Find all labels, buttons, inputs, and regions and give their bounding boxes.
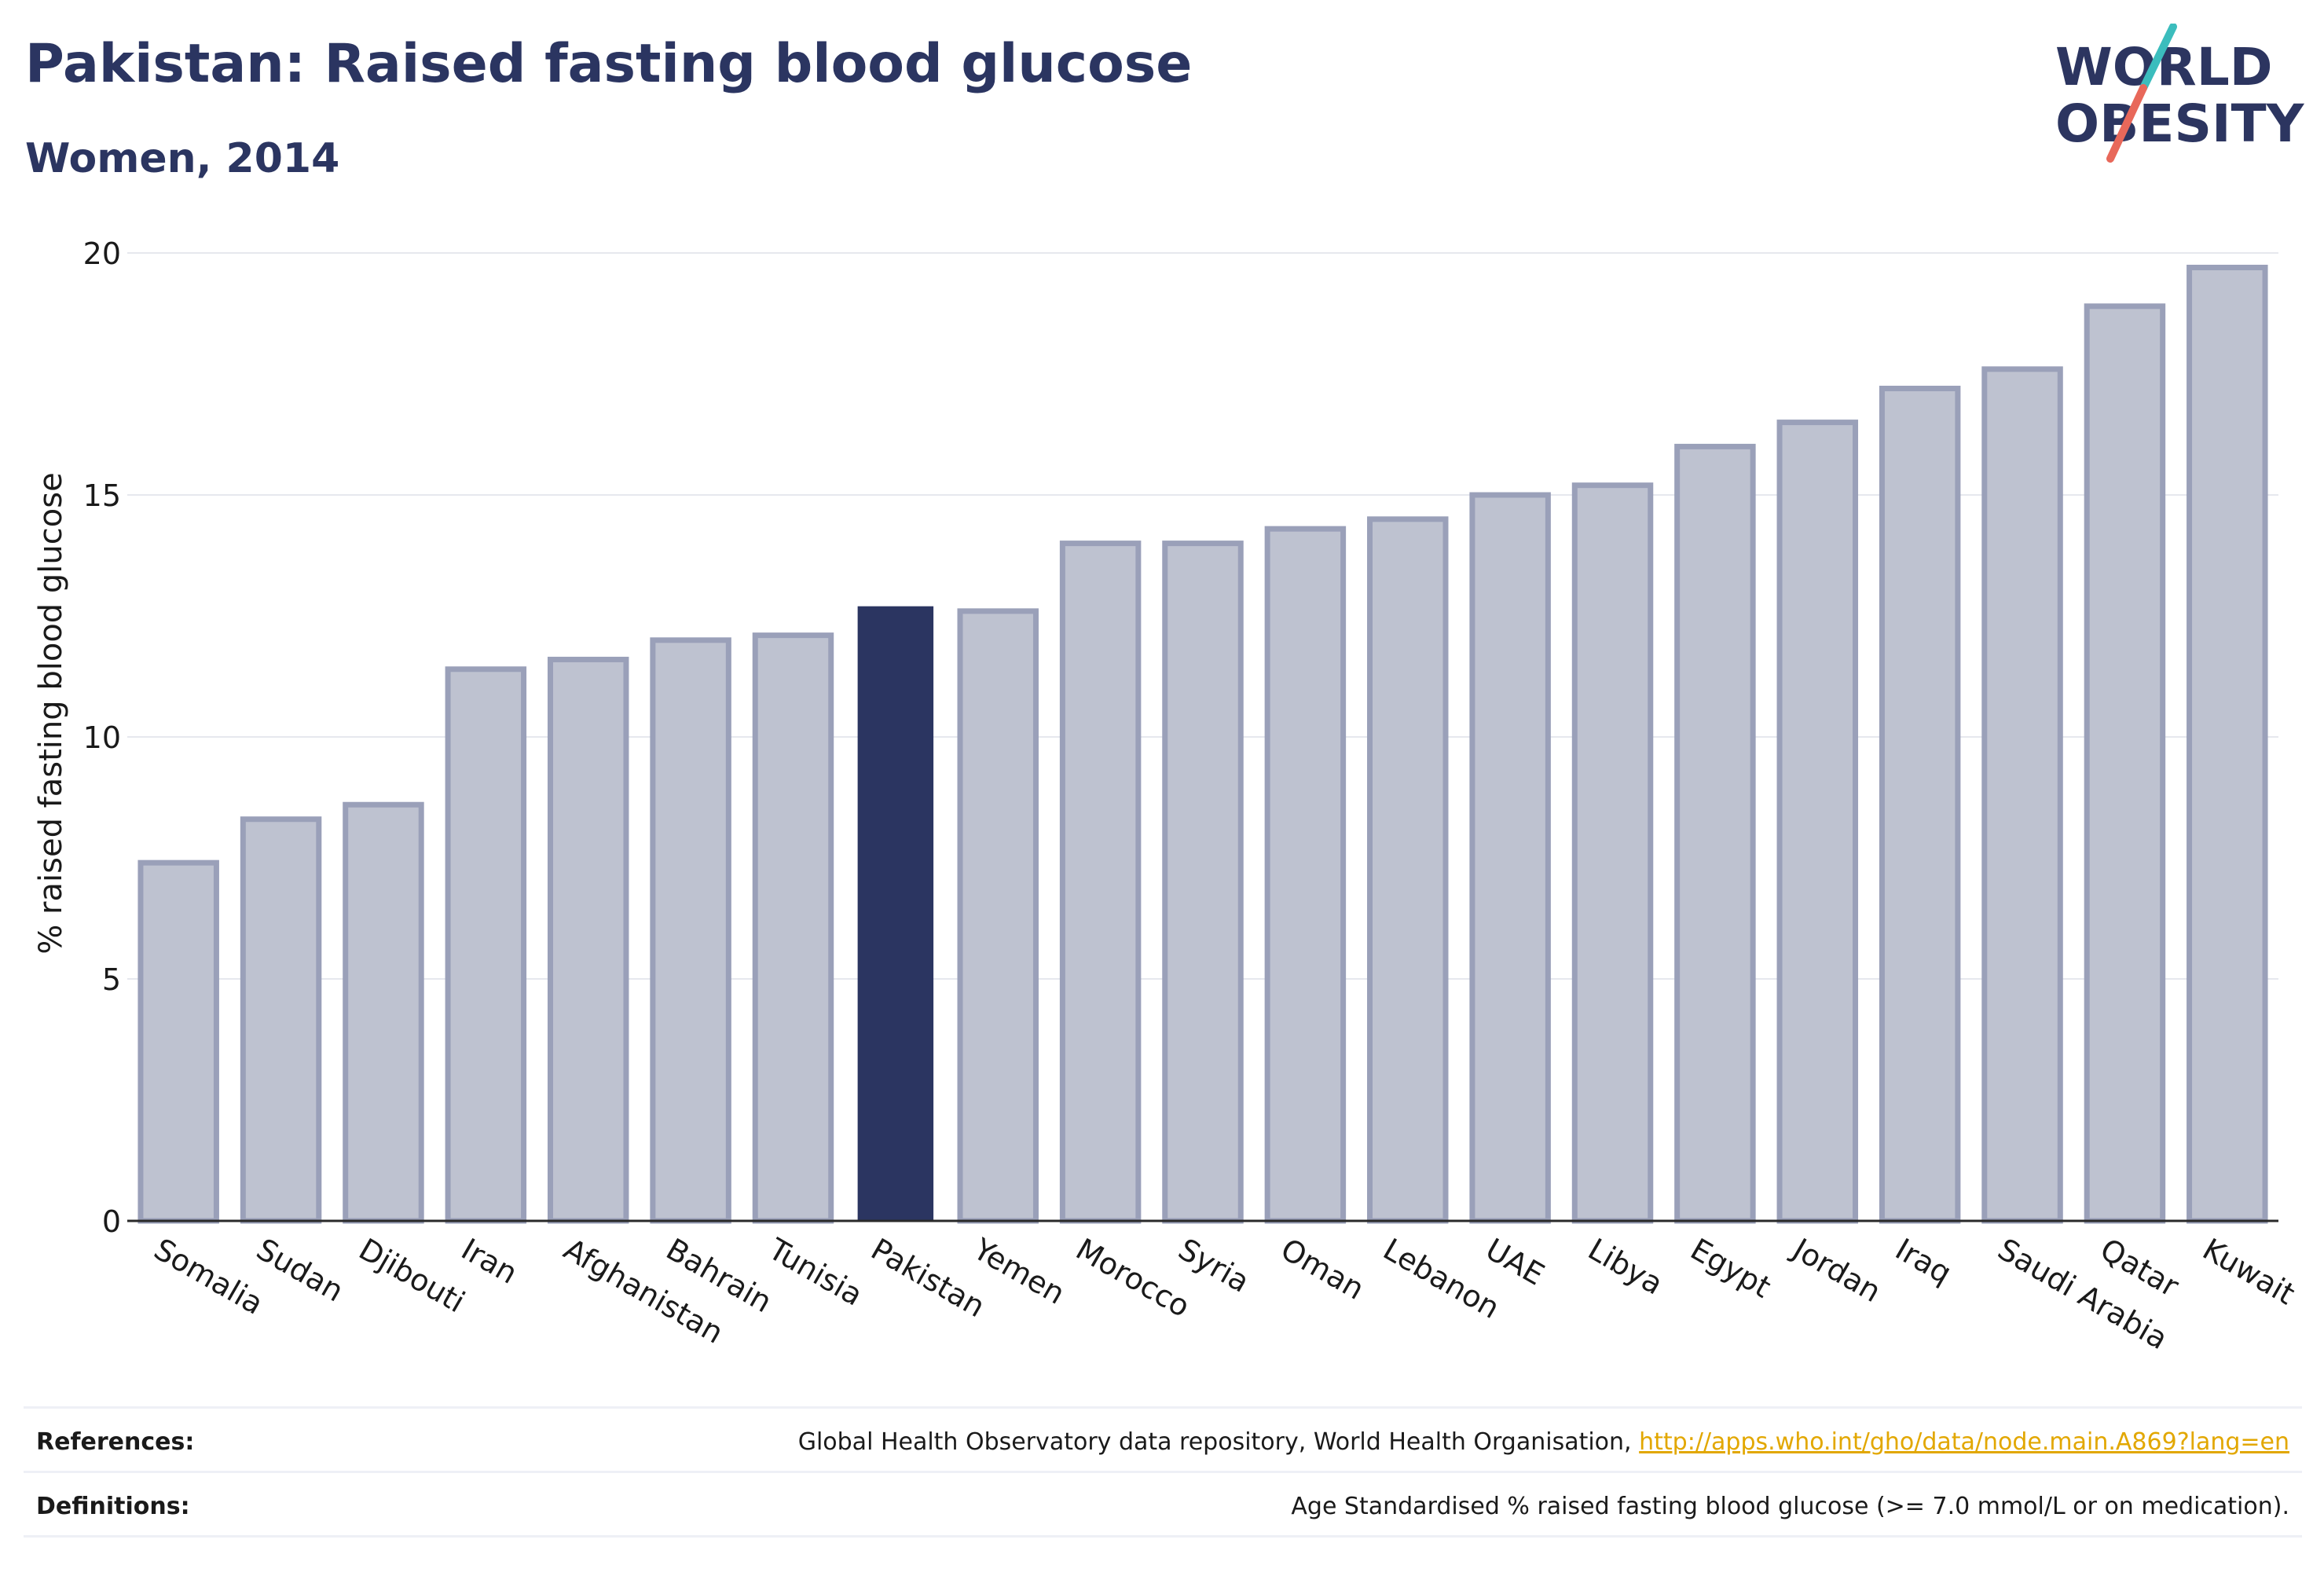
bar-pakistan xyxy=(857,606,934,1221)
y-tick-label: 5 xyxy=(102,962,121,997)
references-link[interactable]: http://apps.who.int/gho/data/node.main.A… xyxy=(1639,1428,2289,1456)
bar-bahrain xyxy=(650,637,731,1224)
bar-uae xyxy=(1469,492,1551,1224)
bar-sudan xyxy=(240,816,322,1224)
references-source: Global Health Observatory data repositor… xyxy=(797,1428,1632,1456)
x-tick-label: Lebanon xyxy=(1377,1232,1505,1325)
x-tick-label: Pakistan xyxy=(865,1232,991,1325)
definitions-label: Definitions: xyxy=(36,1493,190,1520)
bar-oman xyxy=(1264,526,1347,1224)
references-label: References: xyxy=(36,1428,195,1456)
bar-kuwait xyxy=(2187,264,2268,1224)
bar-saudi-arabia xyxy=(1981,366,2063,1224)
x-tick-label: Oman xyxy=(1275,1232,1370,1307)
bar-syria xyxy=(1162,541,1244,1224)
bar-afghanistan xyxy=(547,656,629,1224)
bar-lebanon xyxy=(1367,516,1449,1224)
x-tick-label: Iran xyxy=(456,1232,523,1291)
x-tick-label: Saudi Arabia xyxy=(1992,1232,2174,1357)
bar-libya xyxy=(1571,482,1654,1224)
bar-layer xyxy=(137,264,2268,1224)
x-tick-label: Libya xyxy=(1582,1232,1669,1302)
bar-tunisia xyxy=(752,632,834,1224)
references-text: Global Health Observatory data repositor… xyxy=(798,1428,2289,1456)
x-tick-label: Morocco xyxy=(1070,1232,1196,1325)
x-tick-label: Djibouti xyxy=(353,1232,471,1320)
bar-jordan xyxy=(1776,420,1859,1224)
footer-middle-rule xyxy=(24,1471,2302,1473)
bar-morocco xyxy=(1059,541,1142,1224)
definitions-text: Age Standardised % raised fasting blood … xyxy=(1291,1493,2289,1520)
x-tick-label: Tunisia xyxy=(762,1231,868,1313)
x-tick-label: Iraq xyxy=(1890,1232,1957,1291)
x-tick-label: Egypt xyxy=(1684,1232,1776,1305)
logo-slash-bottom xyxy=(2106,84,2147,163)
y-tick-label: 20 xyxy=(83,236,121,271)
bar-somalia xyxy=(137,859,219,1224)
logo-slash-top xyxy=(2139,24,2177,92)
bar-yemen xyxy=(957,608,1039,1224)
x-tick-label: Jordan xyxy=(1786,1231,1886,1310)
chart-title: Pakistan: Raised fasting blood glucose xyxy=(25,33,1193,95)
bar-iran xyxy=(445,666,527,1224)
bar-djibouti xyxy=(343,801,424,1224)
chart-subtitle: Women, 2014 xyxy=(25,135,340,182)
y-tick-label: 15 xyxy=(83,478,121,513)
y-tick-layer: 0 5 10 15 20 xyxy=(83,236,121,1239)
x-tick-label: UAE xyxy=(1480,1232,1550,1292)
y-tick-label: 10 xyxy=(83,720,121,755)
y-axis-title: % raised fasting blood glucose xyxy=(33,472,69,954)
footer-top-rule xyxy=(24,1406,2302,1409)
bar-qatar xyxy=(2084,303,2166,1224)
world-obesity-logo: WORLD OBESITY xyxy=(2055,24,2305,163)
x-tick-label: Somalia xyxy=(148,1232,269,1321)
footer-bottom-rule xyxy=(24,1535,2302,1538)
logo-line-2: OBESITY xyxy=(2055,93,2305,154)
y-tick-label: 0 xyxy=(102,1204,121,1239)
bar-iraq xyxy=(1879,385,1961,1224)
bar-egypt xyxy=(1674,443,1756,1224)
x-tick-label: Kuwait xyxy=(2197,1232,2300,1312)
